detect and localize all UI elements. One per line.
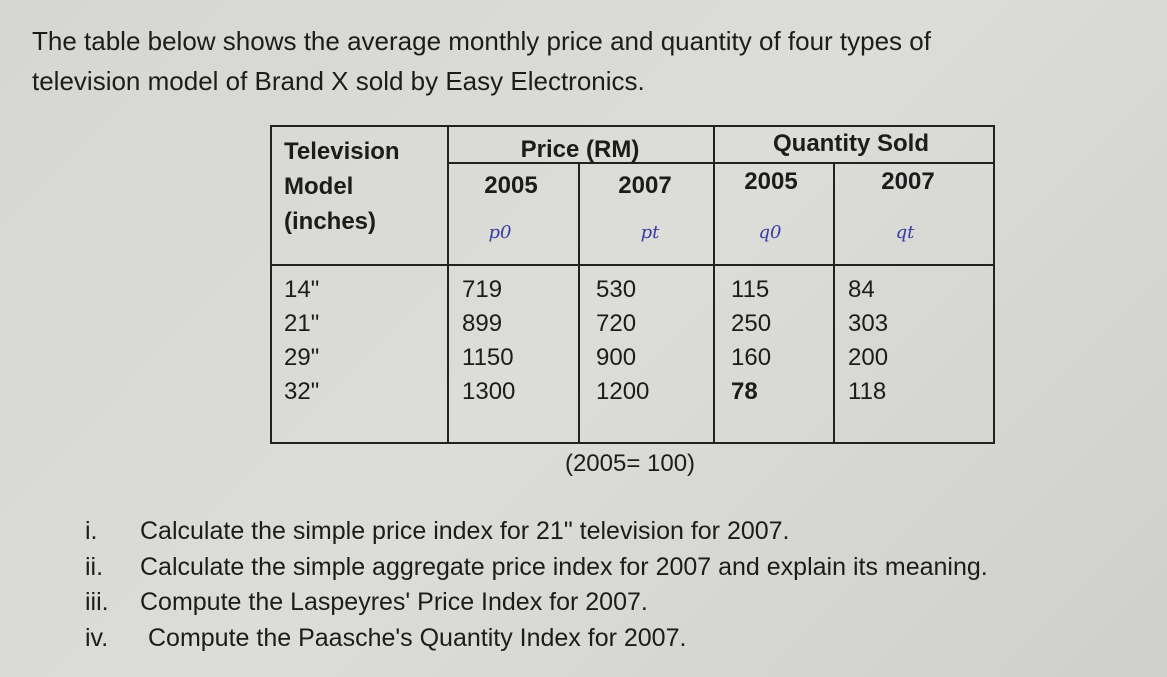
question-text: Compute the Paasche's Quantity Index for… <box>148 624 687 652</box>
table-note: (2005= 100) <box>564 450 696 477</box>
year-header: 2007 <box>618 172 672 199</box>
question-number: i. <box>85 517 98 545</box>
year-header: 2005 <box>484 172 538 199</box>
column-header: Model <box>284 173 354 200</box>
table-cell: 14" <box>284 276 320 303</box>
column-header: (inches) <box>284 208 377 235</box>
column-header: Television <box>284 138 400 165</box>
question-number: iv. <box>85 624 109 652</box>
question-text: Calculate the simple aggregate price ind… <box>140 553 988 581</box>
handwritten-note: q0 <box>758 222 782 243</box>
handwritten-note: p0 <box>488 222 512 243</box>
intro-line: television model of Brand X sold by Easy… <box>32 66 645 96</box>
table-cell: 29" <box>284 344 320 371</box>
question-number: iii. <box>85 588 109 616</box>
question-text: Calculate the simple price index for 21"… <box>140 517 790 545</box>
rule <box>447 125 449 442</box>
rule <box>833 163 835 442</box>
table-cell: 530 <box>596 276 637 303</box>
table-cell: 115 <box>731 276 770 303</box>
table-cell: 720 <box>596 310 637 337</box>
table-cell: 21" <box>284 310 320 337</box>
rule <box>270 264 993 266</box>
rule <box>578 163 580 442</box>
table-cell: 900 <box>596 344 637 371</box>
table-cell: 719 <box>462 276 503 303</box>
table-cell: 303 <box>848 310 889 337</box>
table-cell: 160 <box>731 344 772 371</box>
question-text: Compute the Laspeyres' Price Index for 2… <box>140 588 648 616</box>
table-cell: 899 <box>462 310 503 337</box>
table-cell: 32" <box>284 378 320 405</box>
table-cell: 118 <box>848 378 887 405</box>
group-header: Price (RM) <box>520 136 640 163</box>
rule <box>447 162 993 164</box>
table-cell: 84 <box>848 276 875 303</box>
handwritten-note: qt <box>895 222 915 243</box>
table-cell: 200 <box>848 344 889 371</box>
rule <box>713 125 715 442</box>
year-header: 2005 <box>744 168 798 195</box>
intro-line: The table below shows the average monthl… <box>32 26 931 56</box>
group-header: Quantity Sold <box>773 130 929 157</box>
question-number: ii. <box>85 553 104 581</box>
table-cell: 78 <box>731 378 758 405</box>
table <box>270 125 995 444</box>
table-cell: 1300 <box>462 378 516 405</box>
table-cell: 1150 <box>462 344 514 371</box>
handwritten-note: pt <box>640 222 660 243</box>
year-header: 2007 <box>881 168 935 195</box>
table-cell: 1200 <box>596 378 650 405</box>
table-cell: 250 <box>731 310 772 337</box>
